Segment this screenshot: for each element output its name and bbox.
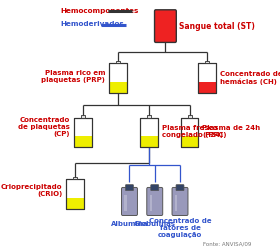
Bar: [66, 180, 84, 209]
Bar: [140, 136, 158, 147]
Bar: [109, 82, 127, 93]
Text: Globulinas: Globulinas: [134, 221, 176, 227]
Text: Concentrado de
fatores de
coagulação: Concentrado de fatores de coagulação: [149, 218, 211, 238]
Bar: [181, 118, 199, 147]
Text: Plasma fresco
congelado (PFC): Plasma fresco congelado (PFC): [162, 125, 226, 138]
Bar: [74, 136, 92, 147]
Bar: [150, 195, 152, 212]
Bar: [109, 63, 127, 82]
FancyBboxPatch shape: [176, 185, 184, 191]
Bar: [74, 118, 92, 147]
Bar: [109, 63, 127, 93]
Text: Hemoderivados: Hemoderivados: [60, 21, 124, 27]
Bar: [199, 82, 216, 93]
Bar: [188, 115, 192, 117]
Bar: [116, 61, 120, 63]
Text: Hemocomponentes: Hemocomponentes: [60, 8, 139, 14]
FancyBboxPatch shape: [122, 188, 137, 216]
FancyBboxPatch shape: [151, 185, 159, 191]
Bar: [140, 118, 158, 147]
Bar: [181, 118, 199, 136]
FancyBboxPatch shape: [147, 188, 163, 216]
Bar: [147, 115, 151, 117]
Bar: [199, 63, 216, 82]
Bar: [181, 136, 199, 147]
Bar: [74, 118, 92, 147]
Bar: [66, 198, 84, 209]
FancyBboxPatch shape: [172, 188, 188, 216]
Text: Plasma rico em
plaquetas (PRP): Plasma rico em plaquetas (PRP): [41, 70, 105, 83]
Bar: [124, 195, 127, 212]
Bar: [199, 63, 216, 93]
Bar: [66, 180, 84, 198]
FancyBboxPatch shape: [155, 10, 176, 42]
Bar: [73, 177, 77, 180]
Bar: [109, 63, 127, 93]
FancyBboxPatch shape: [125, 185, 134, 191]
Bar: [66, 180, 84, 209]
Text: Sangue total (ST): Sangue total (ST): [179, 22, 255, 30]
Bar: [205, 61, 209, 63]
Text: Concentrado
de plaquetas
(CP): Concentrado de plaquetas (CP): [18, 118, 70, 138]
Text: Fonte: ANVISA/09: Fonte: ANVISA/09: [202, 241, 251, 246]
Bar: [199, 63, 216, 93]
Text: Crioprecipitado
(CRIO): Crioprecipitado (CRIO): [1, 184, 62, 197]
Bar: [74, 118, 92, 136]
Text: Concentrado de
hemácias (CH): Concentrado de hemácias (CH): [220, 71, 280, 85]
Bar: [175, 195, 177, 212]
Bar: [181, 118, 199, 147]
Bar: [81, 115, 85, 117]
Bar: [140, 118, 158, 136]
Text: Albumina: Albumina: [111, 221, 148, 227]
Text: Plasma de 24h
(P24): Plasma de 24h (P24): [202, 125, 260, 138]
Bar: [140, 118, 158, 147]
